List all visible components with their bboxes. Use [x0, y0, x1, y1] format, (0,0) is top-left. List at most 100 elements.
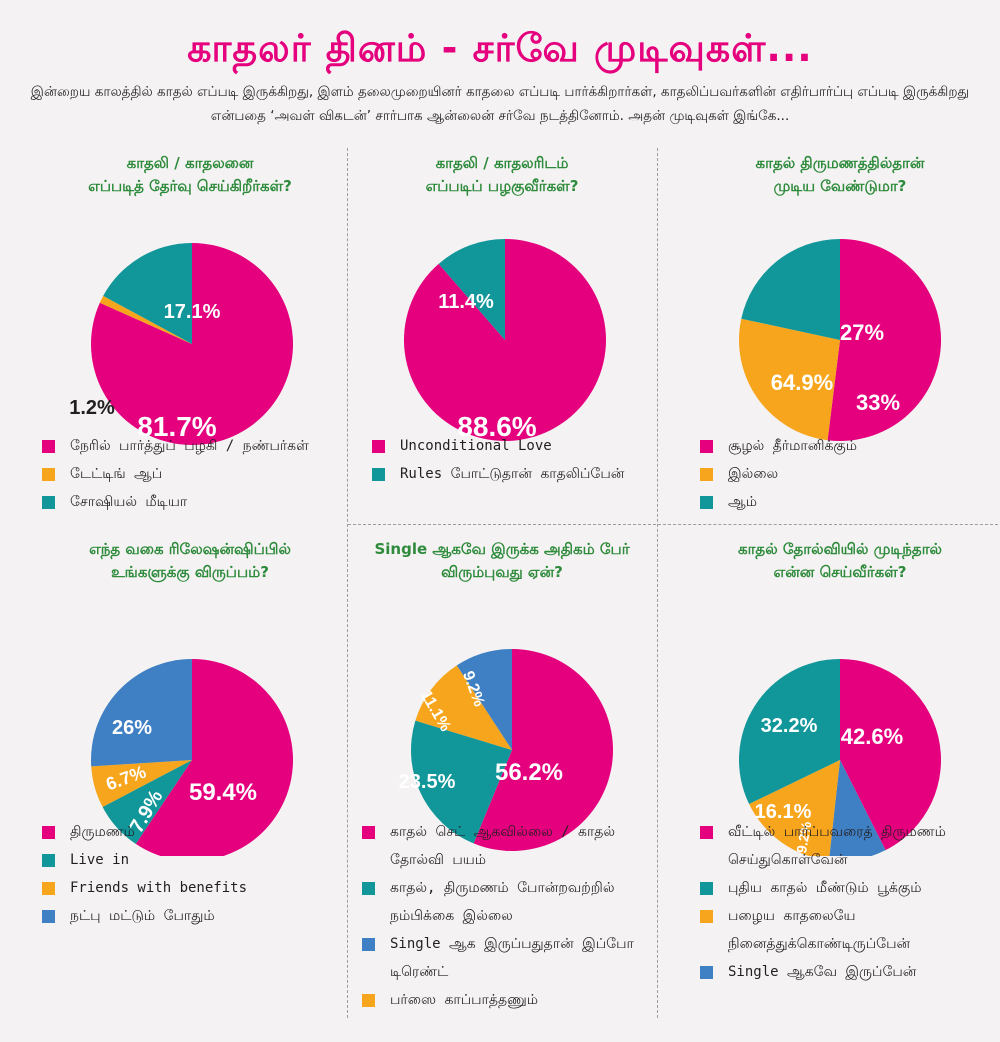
legend-item: Rules போட்டுதான் காதலிப்பேன் [372, 460, 624, 488]
legend-item: சோஷியல் மீடியா [42, 488, 309, 516]
chart-question-line: காதல் தோல்வியில் முடிந்தால் [738, 540, 942, 558]
pie-chart: 56.2%23.5%11.1% 9.2% [399, 649, 614, 851]
chart-question-line: காதல் திருமணத்தில்தான் [755, 154, 925, 172]
page-title: காதலர் தினம் - சர்வே முடிவுகள்... [187, 26, 813, 70]
chart-question-line: காதலி / காதலனை [126, 154, 254, 172]
legend-label: திருமணம் [70, 824, 135, 840]
legend-label: Friends with benefits [70, 880, 248, 896]
pie-slice-label: 33% [856, 390, 900, 415]
chart-question-line: என்ன செய்வீர்கள்? [773, 563, 907, 581]
chart-question-line: Single ஆகவே இருக்க அதிகம் பேர் [374, 540, 630, 558]
legend-label: பழைய காதலையே [728, 908, 856, 924]
chart-question-line: எப்படிப் பழகுவீர்கள்? [425, 177, 579, 195]
legend-label: இல்லை [728, 466, 779, 482]
pie-slice-label: 64.9% [771, 370, 833, 395]
legend-label: காதல், திருமணம் போன்றவற்றில் [390, 880, 615, 896]
legend-item: புதிய காதல் மீண்டும் பூக்கும் [700, 874, 946, 902]
pie-slice [415, 665, 512, 750]
legend-swatch [700, 496, 713, 509]
legend-label: காதல் செட் ஆகவில்லை / காதல் [390, 824, 616, 840]
pie-slice [91, 243, 294, 445]
divider-vertical-2 [657, 148, 658, 1018]
legend-swatch [42, 910, 55, 923]
legend-item: திருமணம் [42, 818, 247, 846]
legend-swatch [42, 468, 55, 481]
intro-text: இன்றைய காலத்தில் காதல் எப்படி இருக்கிறது… [30, 84, 970, 124]
pie-slice-label: 81.7% [137, 411, 216, 442]
chart-question-line: காதலி / காதலரிடம் [435, 154, 569, 172]
pie-slice-label: 59.4% [189, 779, 257, 806]
pie-slice-label: 42.6% [841, 724, 903, 749]
pie-chart: 42.6% 9.2%16.1% 32.2% [739, 659, 942, 856]
legend-label: செய்துகொள்வேன் [728, 852, 848, 868]
pie-slice [103, 243, 192, 344]
legend-label: நம்பிக்கை இல்லை [390, 908, 513, 924]
legend-label: Single ஆகவே இருப்பேன் [728, 964, 917, 980]
chart-question: Single ஆகவே இருக்க அதிகம் பேர் விரும்புவத… [352, 538, 652, 584]
legend-label: நினைத்துக்கொண்டிருப்பேன் [728, 936, 911, 952]
legend-label: புதிய காதல் மீண்டும் பூக்கும் [728, 880, 922, 896]
pie-chart: 64.9% 33% 27% [738, 239, 942, 441]
legend-item: Unconditional Love [372, 432, 624, 460]
chart-question-line: விரும்புவது ஏன்? [441, 563, 563, 581]
legend-swatch [362, 994, 375, 1007]
chart-panel: எந்த வகை ரிலேஷன்ஷிப்பில் உங்களுக்கு விருப… [40, 538, 340, 978]
legend-item: Live in [42, 846, 247, 874]
chart-legend: திருமணம் Live in Friends with benefits நட்ப… [42, 818, 247, 930]
chart-panel: காதலி / காதலனை எப்படித் தேர்வு செய்கிறீர்… [40, 152, 340, 592]
chart-legend: வீட்டில் பார்ப்பவரைத் திருமணம் செய்துகொள்… [700, 818, 946, 986]
legend-swatch [362, 938, 375, 951]
pie-slice [403, 239, 606, 441]
pie-slice [135, 659, 293, 856]
pie-slice-label: 16.1% [755, 801, 812, 823]
legend-label: Unconditional Love [400, 438, 552, 454]
legend-item: நட்பு மட்டும் போதும் [42, 902, 247, 930]
legend-swatch [42, 826, 55, 839]
legend-label: சோஷியல் மீடியா [70, 494, 188, 510]
pie-slice [99, 295, 192, 344]
pie-slice-label: 56.2% [495, 759, 563, 786]
pie-slice-label: 9.2% [793, 820, 814, 855]
legend-swatch [42, 440, 55, 453]
pie-slice [102, 760, 192, 844]
pie-slice-label: 88.6% [457, 411, 536, 442]
legend-swatch [700, 468, 713, 481]
legend-label: சூழல் தீர்மானிக்கும் [728, 438, 858, 454]
legend-swatch [700, 440, 713, 453]
legend-label: வீட்டில் பார்ப்பவரைத் திருமணம் [728, 824, 946, 840]
pie-slice [739, 659, 840, 804]
chart-question: காதலி / காதலரிடம் எப்படிப் பழகுவீர்கள்? [352, 152, 652, 198]
chart-question-line: உங்களுக்கு விருப்பம்? [111, 563, 269, 581]
legend-item: பழைய காதலையே நினைத்துக்கொண்டிருப்பேன் [700, 902, 946, 958]
legend-item: Single ஆக இருப்பதுதான் இப்போ டிரெண்ட் [362, 930, 634, 986]
pie-slice [741, 239, 840, 340]
legend-item: காதல் செட் ஆகவில்லை / காதல் தோல்வி பயம் [362, 818, 634, 874]
pie-slice [840, 659, 942, 851]
pie-slice [473, 649, 614, 851]
legend-label: Single ஆக இருப்பதுதான் இப்போ [390, 936, 634, 952]
pie-slice [91, 659, 192, 767]
chart-question: எந்த வகை ரிலேஷன்ஷிப்பில் உங்களுக்கு விருப… [40, 538, 340, 584]
legend-label: பர்ஸை காப்பாத்தணும் [390, 992, 539, 1008]
pie-slice [91, 760, 192, 807]
pie-slice-label: 17.1% [164, 301, 221, 323]
chart-question: காதலி / காதலனை எப்படித் தேர்வு செய்கிறீர்… [40, 152, 340, 198]
chart-panel: காதல் தோல்வியில் முடிந்தால் என்ன செய்வீர்… [690, 538, 990, 980]
legend-item: Friends with benefits [42, 874, 247, 902]
pie-slice [410, 720, 512, 844]
legend-swatch [42, 854, 55, 867]
divider-vertical-1 [347, 148, 348, 1018]
chart-question: காதல் தோல்வியில் முடிந்தால் என்ன செய்வீர்… [690, 538, 990, 584]
legend-label: ஆம் [728, 494, 757, 510]
legend-swatch [700, 910, 713, 923]
legend-item: சூழல் தீர்மானிக்கும் [700, 432, 857, 460]
legend-label: Rules போட்டுதான் காதலிப்பேன் [400, 466, 625, 482]
pie-slice-label: 11.4% [438, 291, 494, 313]
chart-question: காதல் திருமணத்தில்தான் முடிய வேண்டுமா? [690, 152, 990, 198]
legend-item: காதல், திருமணம் போன்றவற்றில் நம்பிக்கை இல… [362, 874, 634, 930]
pie-chart: 59.4%7.9%6.7%26% [91, 659, 293, 856]
pie-slice-label: 26% [112, 717, 152, 739]
legend-item: வீட்டில் பார்ப்பவரைத் திருமணம் செய்துகொள்… [700, 818, 946, 874]
chart-question-line: எப்படித் தேர்வு செய்கிறீர்கள்? [88, 177, 292, 195]
chart-legend: காதல் செட் ஆகவில்லை / காதல் தோல்வி பயம் கா… [362, 818, 634, 1014]
